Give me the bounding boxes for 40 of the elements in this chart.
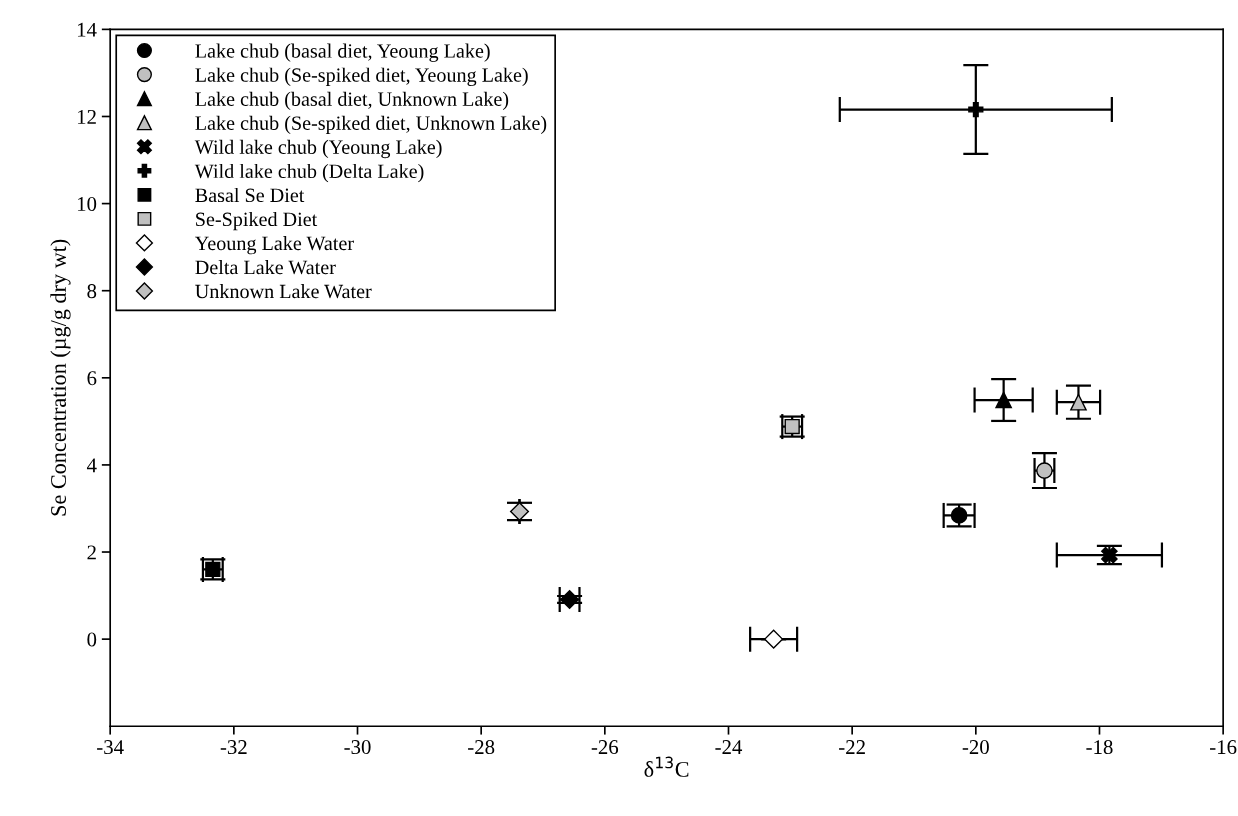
point (764, 629, 784, 649)
legend-label: Lake chub (Se-spiked diet, Yeoung Lake) (195, 67, 528, 86)
legend-label: Lake chub (basal diet, Unknown Lake) (195, 91, 509, 111)
point (1070, 393, 1087, 411)
y-axis-title: Se Concentration (µg/g dry wt) (50, 239, 71, 516)
point (1036, 462, 1053, 479)
x-tick-label: -22 (839, 740, 865, 754)
y-tick-label: 10 (77, 196, 97, 212)
legend-label: Basal Se Diet (195, 187, 305, 203)
y-tick-label: 0 (87, 632, 97, 647)
y-tick-label: 4 (86, 458, 97, 473)
x-tick-label: -30 (344, 740, 371, 755)
x-tick-label: -34 (97, 740, 124, 755)
x-tick-label: -24 (715, 740, 743, 754)
legend-label: Lake chub (Se-spiked diet, Unknown Lake) (195, 115, 547, 135)
legend-label: Wild lake chub (Delta Lake) (194, 163, 424, 183)
x-tick-label: -20 (962, 740, 989, 755)
y-tick-label: 2 (87, 545, 96, 560)
legend-label: Delta Lake Water (195, 260, 336, 275)
point (968, 101, 984, 118)
point (950, 507, 968, 524)
x-tick-label: -28 (468, 740, 495, 755)
legend-label: Unknown Lake Water (195, 284, 372, 299)
legend-label: Yeoung Lake Water (194, 235, 354, 255)
x-tick-label: -18 (1086, 740, 1113, 755)
point (1101, 546, 1118, 564)
x-tick-label: -32 (220, 740, 247, 755)
y-tick-label: 12 (77, 109, 96, 124)
x-tick-label: -26 (591, 740, 619, 755)
y-tick-label: 8 (87, 284, 97, 299)
point (784, 418, 800, 435)
point (995, 391, 1012, 409)
x-axis-title: δ$^{13}$C (644, 756, 689, 777)
x-tick-label: -16 (1210, 740, 1237, 755)
y-tick-label: 6 (87, 371, 97, 386)
legend-label: Wild lake chub (Yeoung Lake) (194, 139, 442, 159)
legend-label: Se-Spiked Diet (196, 211, 318, 231)
legend-label: Lake chub (basal diet, Yeoung Lake) (195, 43, 490, 62)
point (205, 561, 221, 578)
y-tick-label: 14 (77, 22, 97, 37)
